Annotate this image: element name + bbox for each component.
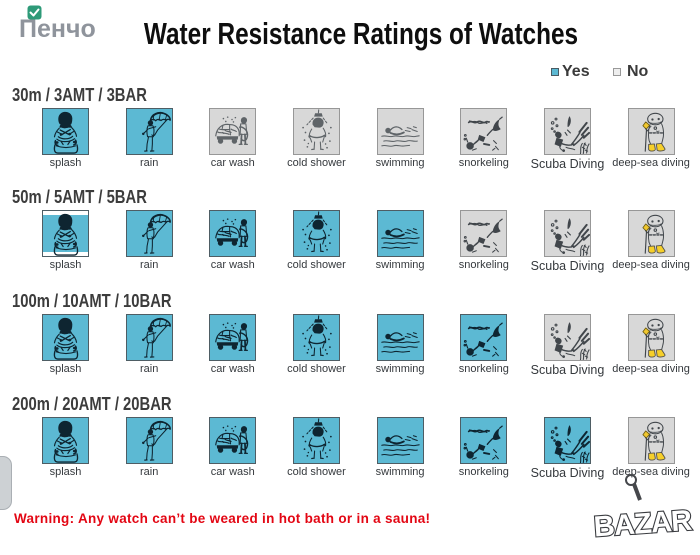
svg-text:BAZAR: BAZAR xyxy=(593,505,693,544)
